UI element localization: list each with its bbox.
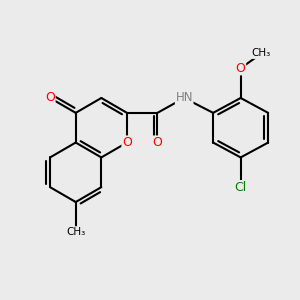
Text: O: O: [236, 62, 246, 75]
Text: O: O: [152, 136, 162, 149]
Text: CH₃: CH₃: [252, 48, 271, 59]
Text: O: O: [122, 136, 132, 149]
Text: O: O: [45, 92, 55, 104]
Text: HN: HN: [176, 92, 193, 104]
Text: Cl: Cl: [235, 181, 247, 194]
Text: CH₃: CH₃: [66, 227, 85, 237]
